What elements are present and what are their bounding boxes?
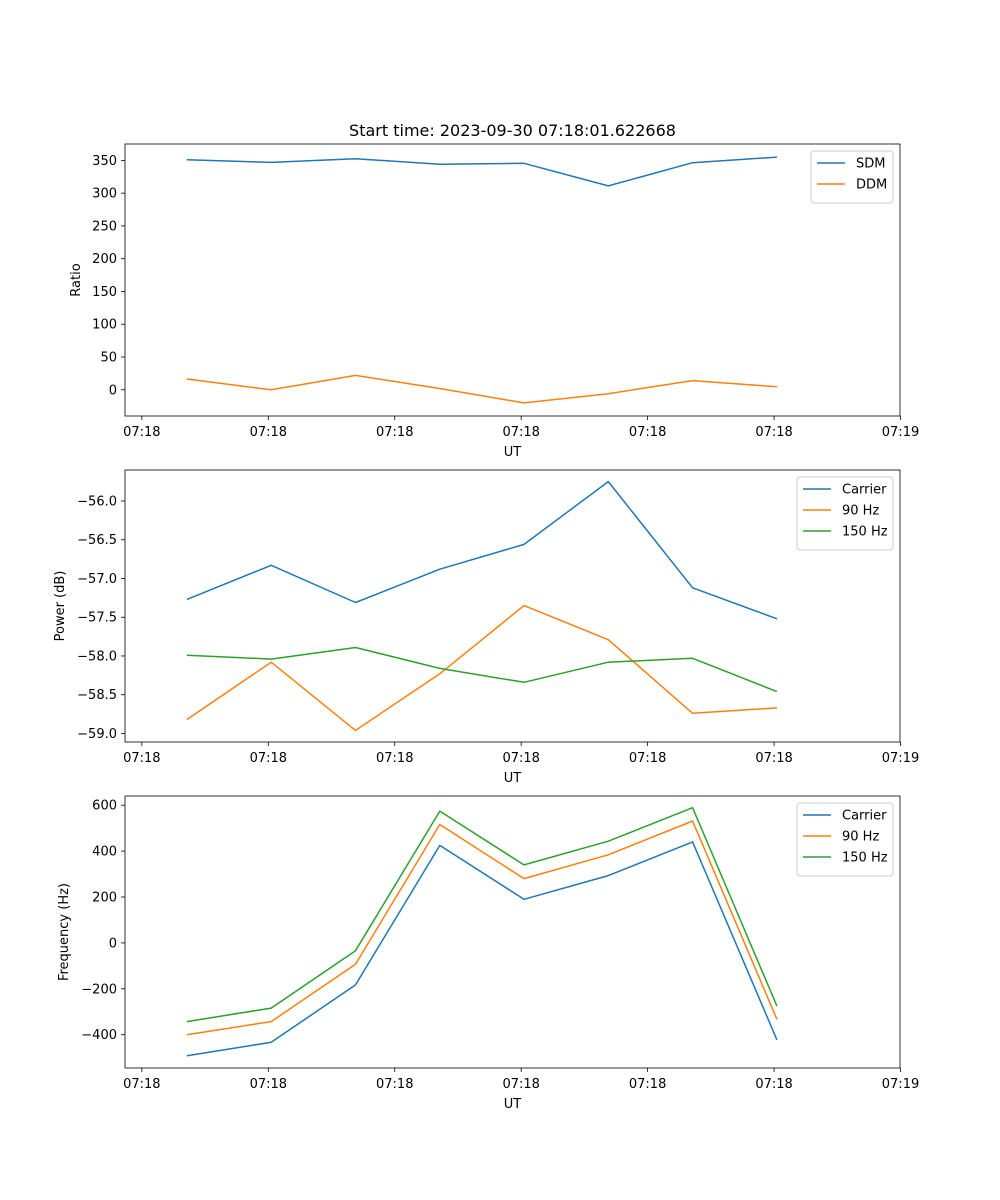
- legend-label: 150 Hz: [842, 525, 888, 540]
- x-tick-label: 07:18: [376, 425, 413, 440]
- x-tick-label: 07:18: [629, 1077, 666, 1092]
- series-line-carrier: [186, 480, 778, 620]
- legend: Carrier 90 Hz 150 Hz: [796, 476, 894, 551]
- x-tick-label: 07:19: [882, 425, 919, 440]
- figure-title: Start time: 2023-09-30 07:18:01.622668: [349, 121, 676, 140]
- y-tick-label: −400: [81, 1028, 117, 1043]
- x-tick-label: 07:18: [250, 425, 287, 440]
- y-tick-label: −58.5: [77, 688, 117, 703]
- legend-label: DDM: [856, 178, 887, 193]
- legend-entry: DDM: [817, 178, 887, 193]
- series-line-sdm: [186, 156, 777, 187]
- y-tick-label: 400: [92, 845, 117, 860]
- y-tick-label: 200: [92, 252, 117, 267]
- y-tick-label: 150: [92, 285, 117, 300]
- y-tick-label: −56.0: [77, 494, 117, 509]
- axes-frame: [124, 469, 901, 743]
- x-axis-label: UT: [504, 1097, 522, 1112]
- legend-entry: Carrier: [803, 809, 887, 824]
- chart-ratio: 07:18 07:18 07:18 07:18 07:18 07:18 07:19 UT 0 50…: [69, 143, 919, 460]
- series-line-90-hz: [186, 604, 777, 732]
- legend-label: SDM: [856, 157, 885, 172]
- legend-label: 90 Hz: [842, 830, 879, 845]
- y-tick-label: 0: [109, 383, 117, 398]
- legend-label: 150 Hz: [842, 851, 888, 866]
- x-tick-label: 07:18: [123, 1077, 160, 1092]
- legend-entry: 90 Hz: [803, 830, 879, 845]
- legend-entry: 150 Hz: [803, 851, 888, 866]
- y-tick-label: −58.0: [77, 649, 117, 664]
- axes-frame: [124, 795, 901, 1069]
- series-line-carrier: [186, 841, 778, 1057]
- legend-entry: 90 Hz: [803, 504, 879, 519]
- x-tick-label: 07:18: [755, 1077, 792, 1092]
- legend: Carrier 90 Hz 150 Hz: [796, 802, 894, 877]
- x-tick-label: 07:18: [502, 1077, 539, 1092]
- y-tick-label: −59.0: [77, 727, 117, 742]
- legend-label: Carrier: [842, 483, 887, 498]
- series-line-150-hz: [186, 806, 778, 1023]
- x-tick-label: 07:19: [882, 1077, 919, 1092]
- y-tick-label: −57.5: [77, 611, 117, 626]
- chart-panels: 07:18 07:18 07:18 07:18 07:18 07:18 07:19 UT 0 50…: [53, 143, 919, 1112]
- x-tick-label: 07:18: [502, 425, 539, 440]
- x-tick-label: 07:18: [376, 1077, 413, 1092]
- x-tick-label: 07:18: [755, 425, 792, 440]
- x-tick-label: 07:18: [502, 751, 539, 766]
- x-tick-label: 07:18: [755, 751, 792, 766]
- x-tick-label: 07:19: [882, 751, 919, 766]
- x-axis-label: UT: [504, 771, 522, 786]
- y-tick-label: 50: [100, 351, 117, 366]
- y-tick-label: 0: [109, 936, 117, 951]
- y-axis-label: Frequency (Hz): [57, 883, 72, 981]
- y-tick-label: 200: [92, 890, 117, 905]
- y-tick-label: −57.0: [77, 572, 117, 587]
- legend-label: Carrier: [842, 809, 887, 824]
- y-tick-label: −56.5: [77, 533, 117, 548]
- y-axis-label: Ratio: [69, 263, 84, 296]
- y-tick-label: 100: [92, 318, 117, 333]
- axes-frame: [124, 143, 901, 417]
- x-tick-label: 07:18: [376, 751, 413, 766]
- y-tick-label: 250: [92, 219, 117, 234]
- y-tick-label: 600: [92, 799, 117, 814]
- x-tick-label: 07:18: [629, 425, 666, 440]
- series-line-90-hz: [186, 820, 778, 1036]
- x-tick-label: 07:18: [250, 751, 287, 766]
- legend-entry: SDM: [817, 157, 885, 172]
- series-line-150-hz: [186, 646, 778, 693]
- y-axis-label: Power (dB): [53, 571, 68, 642]
- x-tick-label: 07:18: [629, 751, 666, 766]
- x-tick-label: 07:18: [123, 425, 160, 440]
- series-line-ddm: [186, 374, 777, 404]
- y-tick-label: 300: [92, 187, 117, 202]
- x-tick-label: 07:18: [123, 751, 160, 766]
- legend-entry: 150 Hz: [803, 525, 888, 540]
- y-tick-label: 350: [92, 154, 117, 169]
- legend-box: [810, 150, 894, 204]
- legend-label: 90 Hz: [842, 504, 879, 519]
- chart-frequency: 07:18 07:18 07:18 07:18 07:18 07:18 07:19 UT −40…: [57, 795, 919, 1112]
- x-axis-label: UT: [504, 445, 522, 460]
- y-tick-label: −200: [81, 982, 117, 997]
- x-tick-label: 07:18: [250, 1077, 287, 1092]
- chart-power: 07:18 07:18 07:18 07:18 07:18 07:18 07:19 UT −59…: [53, 469, 919, 786]
- legend: SDM DDM: [810, 150, 894, 204]
- legend-entry: Carrier: [803, 483, 887, 498]
